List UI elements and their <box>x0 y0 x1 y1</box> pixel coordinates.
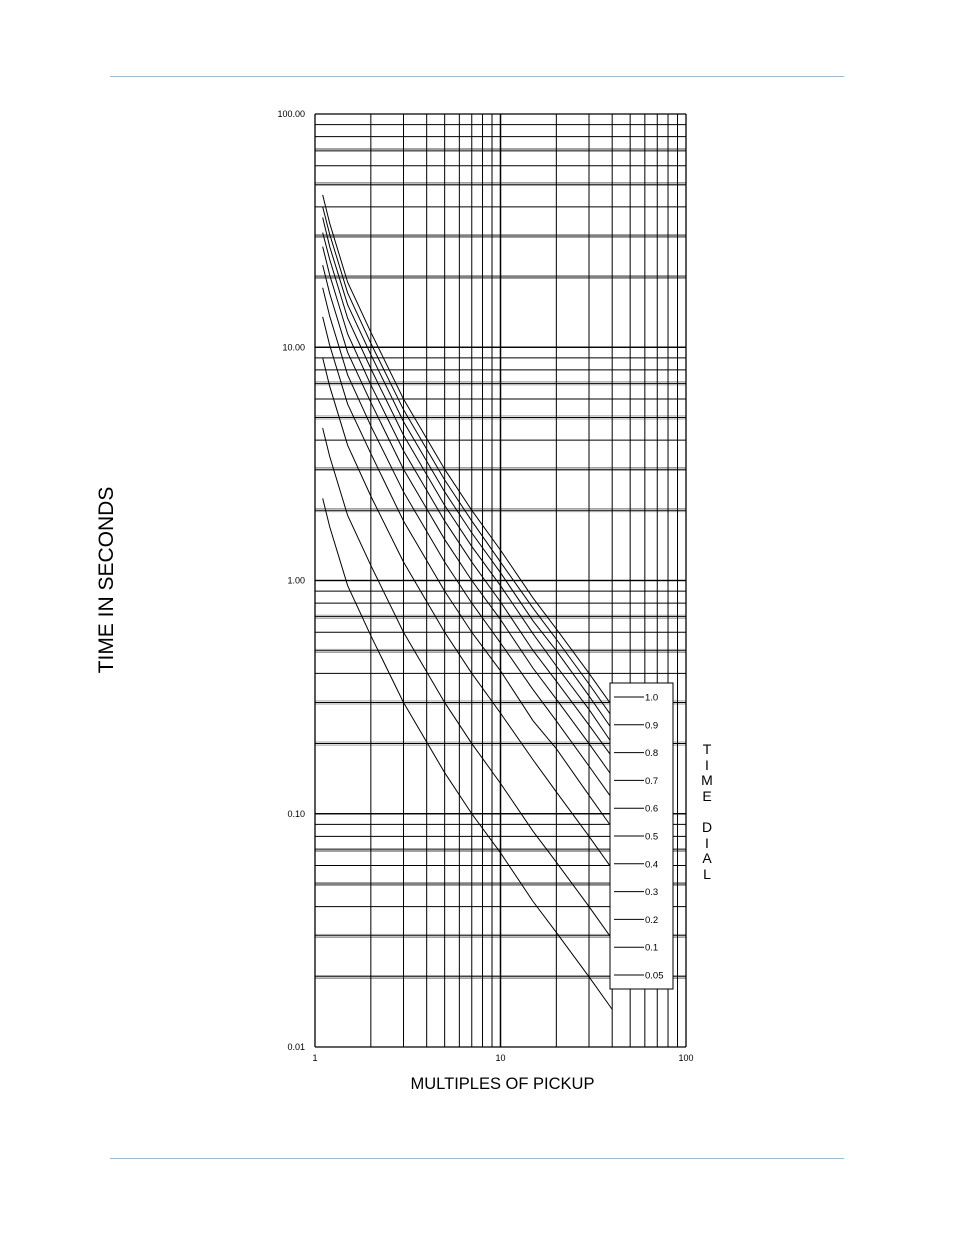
legend-label: 0.2 <box>645 915 658 926</box>
side-label-letter: D <box>701 819 713 835</box>
y-tick-label: 10.00 <box>282 342 305 352</box>
time-dial-curve <box>322 357 613 870</box>
legend-label: 0.5 <box>645 832 658 843</box>
chart-legend: 1.0 0.9 0.8 0.7 0.6 0.5 0.4 0.3 0.2 0.1 0.05 <box>609 682 674 990</box>
top-rule <box>110 76 844 77</box>
legend-label: 0.7 <box>645 776 658 787</box>
side-label-letter: T <box>702 741 712 757</box>
chart-curves <box>322 194 613 1010</box>
x-tick-label: 10 <box>495 1053 505 1063</box>
y-tick-label: 0.10 <box>287 809 305 819</box>
time-dial-curve <box>322 217 613 730</box>
legend-label: 0.6 <box>645 804 658 815</box>
side-label-letter: I <box>705 834 709 851</box>
legend-label: 0.9 <box>645 720 658 731</box>
time-dial-curve <box>322 428 613 940</box>
time-dial-curve <box>322 194 613 707</box>
x-axis-label: MULTIPLES OF PICKUP <box>410 1075 595 1093</box>
time-dial-curve <box>322 206 613 718</box>
side-label-gap <box>697 804 717 820</box>
time-dial-curve <box>322 246 613 758</box>
time-dial-curve <box>322 498 613 1010</box>
side-label-letter: M <box>701 772 713 788</box>
legend-label: 0.3 <box>645 887 658 898</box>
legend-label: 0.4 <box>645 859 658 870</box>
y-tick-label: 1.00 <box>287 576 305 586</box>
time-dial-curve <box>322 232 613 744</box>
legend-label: 0.8 <box>645 748 658 759</box>
legend-label: 0.05 <box>645 971 664 982</box>
y-tick-label: 100.00 <box>277 109 305 119</box>
time-dial-curve <box>322 287 613 800</box>
time-dial-curve <box>322 264 613 777</box>
side-label-letter: I <box>705 756 709 773</box>
y-axis-label: TIME IN SECONDS <box>95 486 118 674</box>
side-label-letter: E <box>702 787 712 804</box>
chart-ticks: 100.00 10.00 1.00 0.10 0.01 1 10 100 <box>277 109 693 1063</box>
y-axis-label-wrap: TIME IN SECONDS <box>95 445 125 715</box>
time-dial-curve <box>322 316 613 829</box>
bottom-rule <box>110 1158 844 1159</box>
y-tick-label: 0.01 <box>287 1042 305 1052</box>
legend-label: 0.1 <box>645 943 658 954</box>
side-label-letter: A <box>702 850 712 866</box>
x-tick-label: 100 <box>678 1053 693 1063</box>
side-label-letter: L <box>703 865 711 882</box>
legend-label: 1.0 <box>645 693 658 704</box>
x-tick-label: 1 <box>312 1053 317 1063</box>
